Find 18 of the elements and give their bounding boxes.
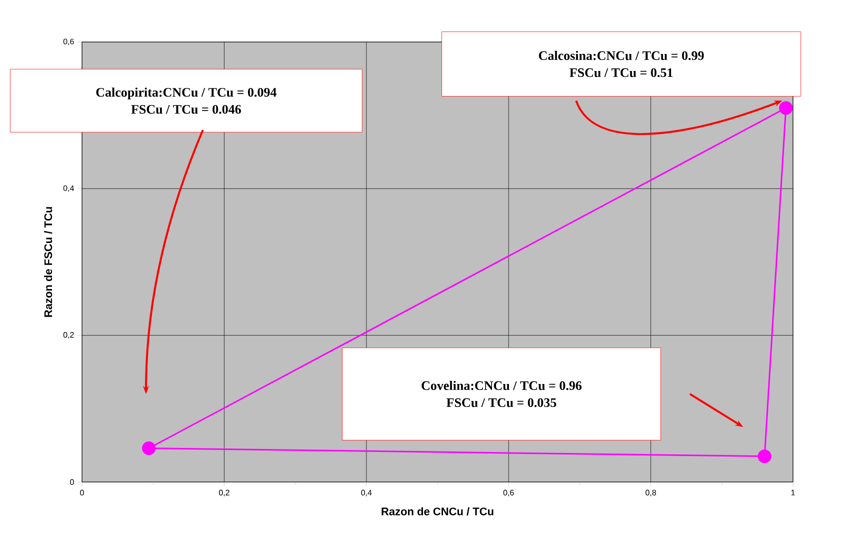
x-tick-label: 0,4 [361, 490, 372, 496]
x-tick-label: 0,8 [646, 490, 656, 496]
annotation: Covelina:CNCu / TCu = 0.96 [422, 380, 582, 390]
y-tick-label: 0 [70, 479, 74, 485]
x-tick-label: 0,2 [218, 490, 230, 496]
annotation: FSCu / TCu = 0.046 [131, 104, 241, 114]
y-tick-label: 0,2 [63, 332, 74, 339]
annotation: FSCu / TCu = 0.51 [570, 68, 673, 78]
x-axis-title: Razon de CNCu / TCu [382, 507, 494, 516]
annotation: Calcopirita:CNCu / TCu = 0.094 [96, 88, 276, 100]
x-tick-label: 0 [80, 490, 84, 496]
x-tick-label: 1 [791, 490, 795, 496]
y-tick-label: 0,4 [63, 185, 74, 192]
annotation: FSCu / TCu = 0.035 [446, 398, 556, 408]
x-tick-label: 0,6 [503, 490, 514, 496]
y-axis-title: Razon de FSCu / TCu [44, 207, 52, 317]
y-tick-label: 0,6 [63, 38, 74, 46]
annotation: Calcosina:CNCu / TCu = 0.99 [538, 50, 704, 60]
